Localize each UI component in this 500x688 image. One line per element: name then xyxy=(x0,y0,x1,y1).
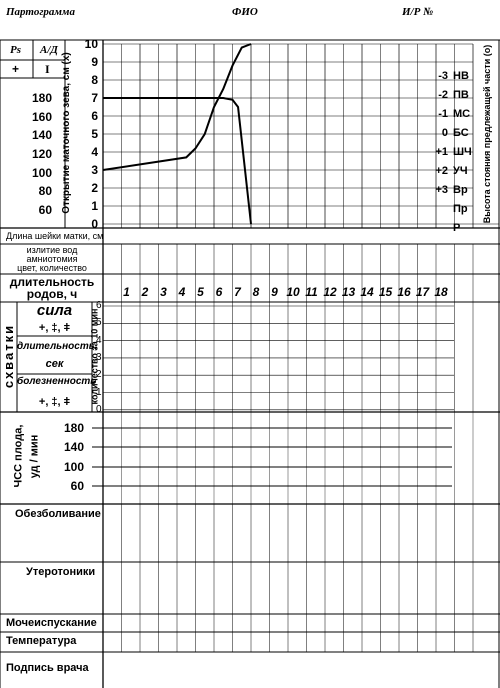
hour-label: 12 xyxy=(323,285,337,299)
temperature-label: Температура xyxy=(6,635,77,647)
count-tick: 3 xyxy=(96,351,102,363)
count-tick: 6 xyxy=(96,300,102,311)
length-unit: сек xyxy=(45,358,64,370)
length-label: длительность, xyxy=(17,341,98,352)
signature-label: Подпись врача xyxy=(6,662,89,674)
station-level-number: -3 xyxy=(438,70,448,82)
pressure-tick: 180 xyxy=(31,91,52,105)
station-level-number: +3 xyxy=(435,184,448,196)
hour-label: 4 xyxy=(178,285,186,299)
count-tick: 1 xyxy=(96,386,102,398)
dilation-tick: 2 xyxy=(91,181,98,195)
station-level-number: +1 xyxy=(435,146,448,158)
history-number-label: И/Р № xyxy=(402,6,434,18)
station-level-number: -1 xyxy=(438,108,448,120)
fhr-label: ЧСС плода, xyxy=(12,424,25,488)
waters-line: амниотомия xyxy=(26,254,78,264)
fhr-unit: уд / мин xyxy=(28,434,41,479)
duration-line: длительность xyxy=(9,275,95,289)
dilation-tick: 3 xyxy=(91,163,98,177)
station-level-code: ШЧ xyxy=(453,146,472,158)
duration-line: родов, ч xyxy=(26,287,78,301)
cervix-length-label: Длина шейки матки, см xyxy=(6,231,104,241)
hour-label: 6 xyxy=(215,285,223,299)
uterotonics-label: Утеротоники xyxy=(26,566,96,578)
pressure-tick: 100 xyxy=(31,166,52,180)
station-level-code: БС xyxy=(453,127,469,139)
hour-label: 1 xyxy=(123,285,130,299)
chart-title: Партограмма xyxy=(6,6,75,18)
waters-label: излитие вод амниотомия цвет, количество xyxy=(4,246,100,273)
station-level-code: ПВ xyxy=(453,89,469,101)
dilation-tick: 6 xyxy=(91,109,98,123)
hour-label: 18 xyxy=(434,285,448,299)
station-level-code: Вр xyxy=(453,184,468,196)
hour-label: 16 xyxy=(397,285,411,299)
station-axis-label: Высота стояния предлежащей части (о) xyxy=(482,44,492,224)
pressure-tick: 60 xyxy=(38,203,52,217)
count-tick: 0 xyxy=(96,403,102,415)
dilation-tick: 4 xyxy=(91,145,98,159)
hour-label: 10 xyxy=(286,285,300,299)
dilation-tick: 5 xyxy=(91,127,98,141)
waters-line: излитие вод xyxy=(26,245,78,255)
pressure-tick: 80 xyxy=(38,184,52,198)
dilation-tick: 10 xyxy=(84,37,98,51)
dilation-tick: 0 xyxy=(91,217,98,231)
station-level-number: -2 xyxy=(438,89,448,101)
fhr-tick: 100 xyxy=(63,460,84,474)
duration-label: длительность родов, ч xyxy=(2,276,102,300)
dilation-axis-label: Открытие маточного зева, см (х) xyxy=(61,52,72,214)
station-level-code: НВ xyxy=(453,70,469,82)
station-level-number: +2 xyxy=(435,165,448,177)
pressure-tick: 160 xyxy=(31,110,52,124)
hour-label: 2 xyxy=(141,285,149,299)
fio-label: ФИО xyxy=(232,6,258,18)
pressure-tick: 120 xyxy=(31,147,52,161)
hour-label: 14 xyxy=(360,285,374,299)
fhr-tick: 60 xyxy=(70,479,84,493)
hour-label: 17 xyxy=(415,285,430,299)
station-level-code: МС xyxy=(453,108,471,120)
count-tick: 5 xyxy=(96,317,102,329)
dilation-tick: 7 xyxy=(91,91,98,105)
pain-label: болезненность xyxy=(17,376,97,387)
dilation-tick: 9 xyxy=(91,55,98,69)
hour-label: 8 xyxy=(252,285,260,299)
hour-label: 9 xyxy=(271,285,278,299)
dilation-tick: 8 xyxy=(91,73,98,87)
waters-line: цвет, количество xyxy=(17,263,87,273)
fhr-tick: 180 xyxy=(63,421,84,435)
station-level-number: 0 xyxy=(441,127,448,139)
hour-label: 3 xyxy=(160,285,167,299)
hour-label: 11 xyxy=(305,285,318,299)
bp-header: А/Д xyxy=(40,44,58,56)
hour-label: 13 xyxy=(341,285,356,299)
pulse-marker: + xyxy=(12,62,20,76)
count-tick: 4 xyxy=(96,334,102,346)
bp-marker: I xyxy=(45,62,50,76)
hour-label: 5 xyxy=(197,285,204,299)
station-level-code: УЧ xyxy=(453,165,468,177)
strength-label: сила xyxy=(36,302,73,319)
fhr-tick: 140 xyxy=(63,440,84,454)
dilation-curve xyxy=(102,43,252,171)
anesthesia-label: Обезболивание xyxy=(15,508,101,520)
strength-marks: +, ‡, ǂ xyxy=(38,322,71,334)
pulse-header: Ps xyxy=(10,44,21,56)
hour-label: 15 xyxy=(378,285,393,299)
pressure-tick: 140 xyxy=(31,128,52,142)
count-tick: 2 xyxy=(96,369,102,381)
dilation-tick: 1 xyxy=(91,199,98,213)
pain-marks: +, ‡, ǂ xyxy=(38,396,71,408)
contractions-group-label: схватки xyxy=(1,323,16,389)
station-level-code: Пр xyxy=(453,203,468,215)
station-level-code: Р xyxy=(453,222,461,234)
hour-label: 7 xyxy=(234,285,241,299)
urination-label: Мочеиспускание xyxy=(6,617,97,629)
station-curve xyxy=(103,97,252,225)
